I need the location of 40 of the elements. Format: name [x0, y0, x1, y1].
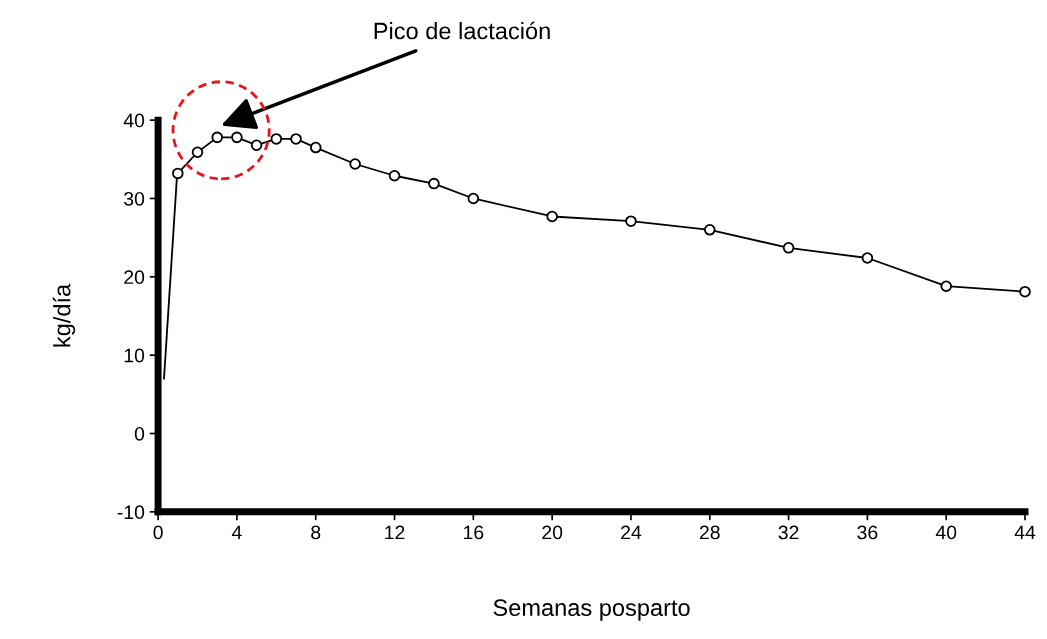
point [349, 158, 361, 170]
x-tick-label: 16 [464, 525, 484, 540]
x-tick-label: 40 [935, 525, 957, 540]
point [270, 133, 283, 145]
point [191, 146, 204, 159]
point [388, 169, 401, 182]
y-tick-label: 30 [124, 191, 145, 206]
y-tick-label: -10 [117, 505, 145, 520]
x-tick-label: 0 [153, 525, 163, 540]
x-tick-label: 4 [231, 525, 242, 540]
point [211, 131, 223, 144]
point [172, 167, 184, 180]
y-axis-title: kg/día [52, 283, 76, 347]
point [309, 141, 322, 154]
point [290, 133, 302, 145]
y-tick-label: 10 [124, 348, 145, 363]
point [546, 210, 558, 223]
y-tick-label: 20 [124, 270, 145, 285]
x-tick-label: 12 [385, 525, 405, 540]
point [625, 215, 637, 227]
point [1019, 285, 1031, 298]
x-tick-label: 44 [1014, 525, 1036, 540]
y-tick-label: 40 [123, 113, 145, 128]
point [428, 177, 440, 190]
x-tick-label: 24 [621, 525, 642, 540]
point [467, 192, 480, 205]
x-tick-label: 36 [857, 525, 878, 540]
point [940, 280, 952, 292]
x-tick-label: 32 [778, 525, 799, 540]
x-tick-label: 8 [311, 525, 321, 540]
point [250, 139, 263, 151]
point [782, 242, 795, 254]
y-tick-label: 0 [134, 426, 145, 441]
text: Pico de lactación [374, 21, 550, 40]
point [704, 224, 716, 236]
x-axis-title: Semanas posparto [493, 599, 690, 621]
point [231, 131, 243, 144]
point [861, 252, 874, 264]
x-tick-label: 20 [542, 525, 563, 540]
x-tick-label: 28 [699, 525, 720, 540]
